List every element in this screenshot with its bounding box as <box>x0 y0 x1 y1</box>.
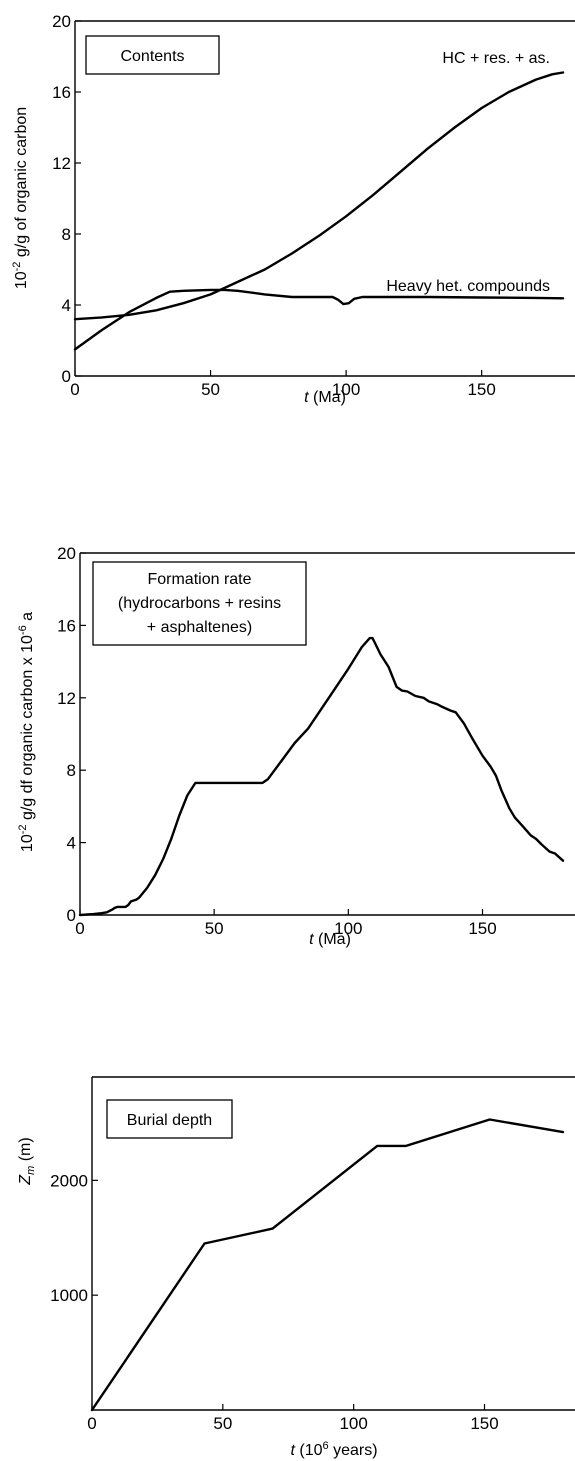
panel3-y-tick-label: 2000 <box>50 1171 88 1190</box>
panel1-y-tick-label: 8 <box>62 225 71 244</box>
panel2-title-line3: + asphaltenes) <box>147 619 252 636</box>
panel2-x-tick-label: 50 <box>205 919 224 938</box>
panel2-y-tick-label: 0 <box>67 906 76 925</box>
panel2-title-line1: Formation rate <box>147 571 251 588</box>
panel2-x-tick-label: 100 <box>334 919 362 938</box>
panel1-x-tick-label: 100 <box>332 380 360 399</box>
panel1-legend-box <box>85 35 220 75</box>
panel2-y-tick-label: 12 <box>57 689 76 708</box>
panel2-y-tick-label: 20 <box>57 544 76 563</box>
panel-contents: Contents 10-2 g/g of organic carbon t (M… <box>11 35 550 406</box>
panel1-ylabel: 10-2 g/g of organic carbon <box>11 107 30 289</box>
panel2-series-line-0 <box>78 636 565 917</box>
panel3-legend-box <box>106 1099 233 1139</box>
panel3-xlabel: t (106 years) <box>290 1440 377 1459</box>
panel3-title: Burial depth <box>127 1112 212 1129</box>
panel2-xlabel: t (Ma) <box>309 931 351 948</box>
panel2-x-tick-label: 0 <box>75 919 84 938</box>
panel1-y-tick-label: 4 <box>62 296 71 315</box>
panel1-series-line-0 <box>73 71 565 321</box>
panel3-ylabel: Zm (m) <box>17 1137 37 1185</box>
panel3-x-tick-label: 150 <box>470 1414 498 1433</box>
panel-burial-depth: Burial depth Zm (m) t (106 years) <box>17 1099 378 1459</box>
panel2-title-line2: (hydrocarbons + resins <box>118 595 281 612</box>
panel3-x-tick-label: 100 <box>339 1414 367 1433</box>
panel2-y-tick-label: 8 <box>67 761 76 780</box>
panel2-y-tick-label: 4 <box>67 834 76 853</box>
series-label-heavy-het-compounds: Heavy het. compounds <box>386 278 550 295</box>
panel1-x-tick-label: 0 <box>70 380 79 399</box>
panel2-x-tick-label: 150 <box>468 919 496 938</box>
chart-marks: 0 50 100 150 0 4 8 12 16 20 0 50 100 150 0 4 8 12 16 20 0 50 1… <box>50 12 575 1433</box>
panel3-y-tick-label: 1000 <box>50 1286 88 1305</box>
panel1-y-tick-label: 0 <box>62 367 71 386</box>
panel3-x-tick-label: 0 <box>87 1414 96 1433</box>
panel2-legend-box <box>92 561 307 646</box>
panel1-x-tick-label: 50 <box>201 380 220 399</box>
panel1-title: Contents <box>120 48 184 65</box>
panel1-series-line-1 <box>73 288 565 351</box>
panel1-x-tick-label: 150 <box>467 380 495 399</box>
panel1-y-tick-label: 20 <box>52 12 71 31</box>
panel3-series-line-0 <box>90 1118 565 1412</box>
panel1-y-tick-label: 16 <box>52 83 71 102</box>
panel1-xlabel: t (Ma) <box>304 389 346 406</box>
panel3-x-tick-label: 50 <box>213 1414 232 1433</box>
panel2-y-tick-label: 16 <box>57 616 76 635</box>
panel2-ylabel: 10-2 g/g df organic carbon x 10-6 a <box>17 612 36 852</box>
panel1-y-tick-label: 12 <box>52 154 71 173</box>
panel-formation-rate: Formation rate (hydrocarbons + resins + … <box>17 561 351 948</box>
series-label-hc-res-as: HC + res. + as. <box>442 50 550 67</box>
